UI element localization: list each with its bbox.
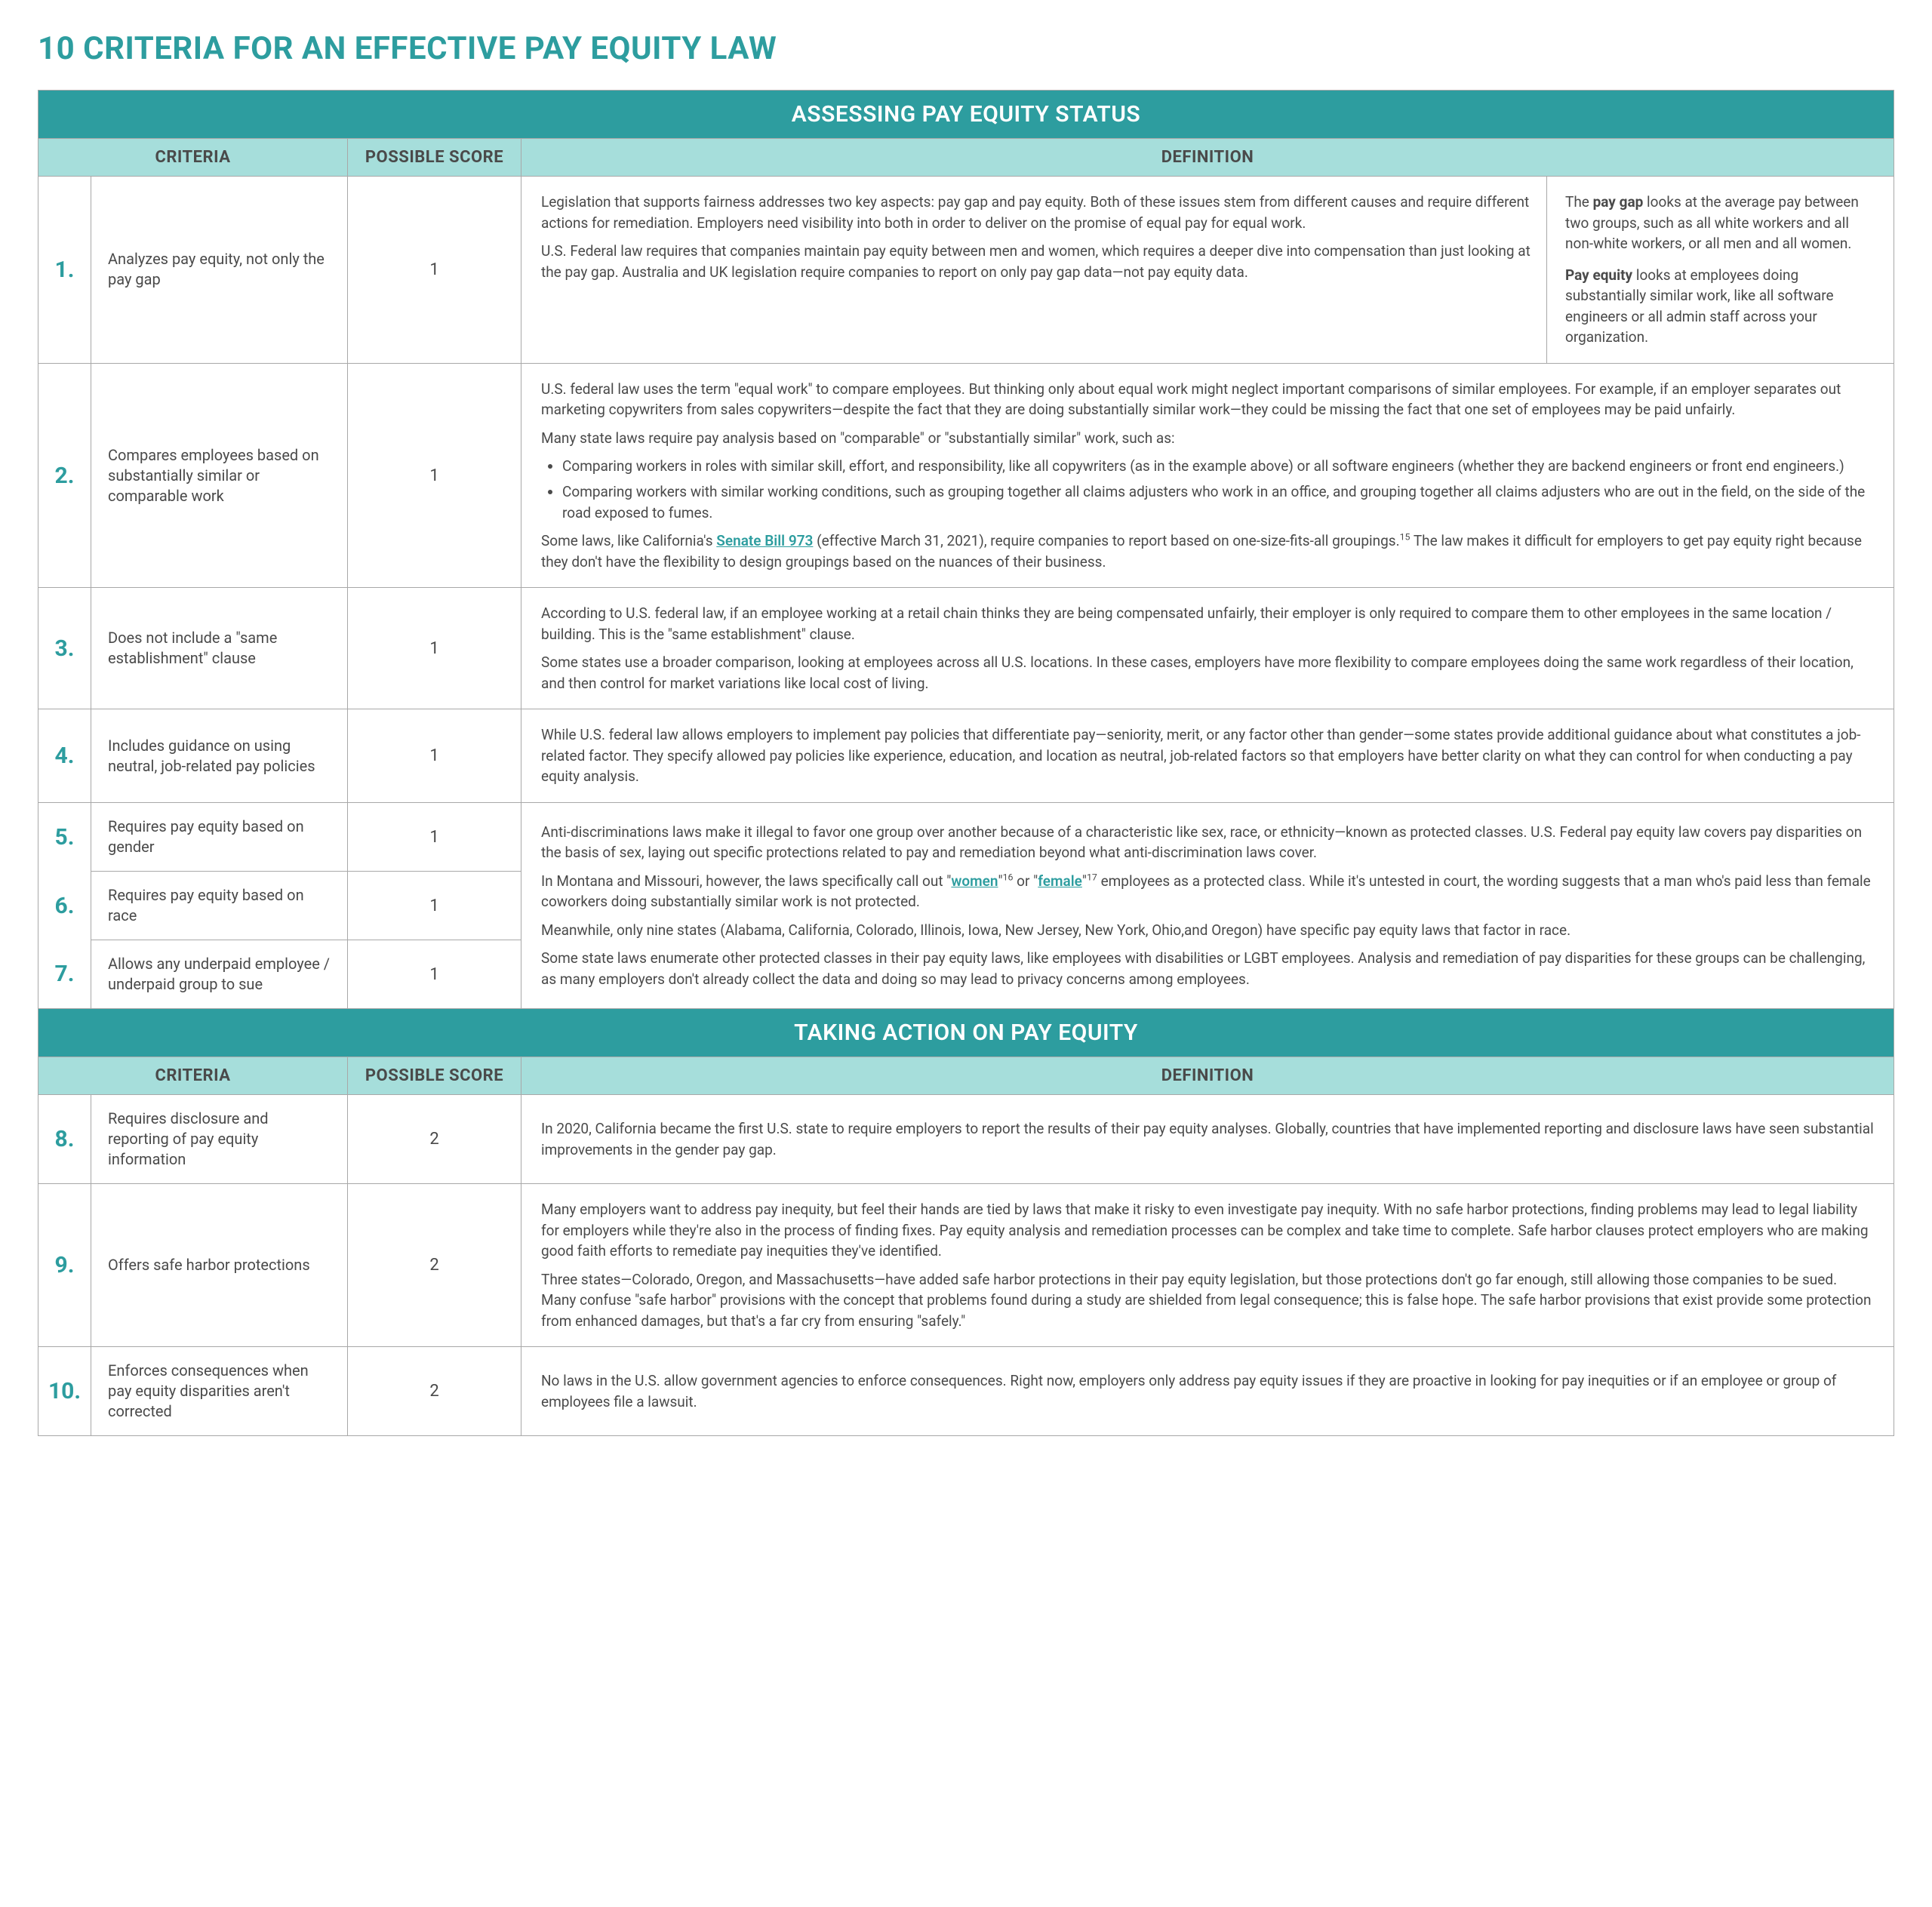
- score-value: 1: [348, 177, 521, 364]
- definition-text: No laws in the U.S. allow government age…: [541, 1370, 1874, 1412]
- row-number: 3.: [38, 588, 91, 709]
- female-link[interactable]: female: [1038, 872, 1082, 890]
- row-number: 6.: [38, 872, 91, 940]
- sidebar-text: Pay equity looks at employees doing subs…: [1565, 265, 1874, 348]
- row-number: 10.: [38, 1347, 91, 1436]
- criteria-text: Includes guidance on using neutral, job-…: [91, 709, 348, 803]
- col-criteria: CRITERIA: [38, 1057, 348, 1095]
- section-title: ASSESSING PAY EQUITY STATUS: [38, 91, 1894, 139]
- definition-text: Some states use a broader comparison, lo…: [541, 652, 1874, 694]
- definition-text: Some laws, like California's Senate Bill…: [541, 531, 1874, 572]
- table-row: 5. Requires pay equity based on gender 1…: [38, 803, 1894, 872]
- table-row: 8. Requires disclosure and reporting of …: [38, 1095, 1894, 1184]
- col-definition: DEFINITION: [521, 139, 1894, 177]
- definition-text: Some state laws enumerate other protecte…: [541, 948, 1874, 989]
- definition-text: U.S. Federal law requires that companies…: [541, 241, 1546, 282]
- definition-cell: According to U.S. federal law, if an emp…: [521, 588, 1894, 709]
- column-header-row: CRITERIA POSSIBLE SCORE DEFINITION: [38, 139, 1894, 177]
- list-item: Comparing workers with similar working c…: [562, 481, 1874, 523]
- definition-text: According to U.S. federal law, if an emp…: [541, 603, 1874, 644]
- senate-bill-link[interactable]: Senate Bill 973: [716, 532, 813, 549]
- score-value: 2: [348, 1347, 521, 1436]
- row-number: 8.: [38, 1095, 91, 1184]
- definition-cell: Many employers want to address pay inequ…: [521, 1184, 1894, 1347]
- col-score: POSSIBLE SCORE: [348, 139, 521, 177]
- column-header-row: CRITERIA POSSIBLE SCORE DEFINITION: [38, 1057, 1894, 1095]
- table-row: 10. Enforces consequences when pay equit…: [38, 1347, 1894, 1436]
- definition-text: Many state laws require pay analysis bas…: [541, 428, 1874, 449]
- row-number: 1.: [38, 177, 91, 364]
- table-row: 1. Analyzes pay equity, not only the pay…: [38, 177, 1894, 364]
- definition-cell: No laws in the U.S. allow government age…: [521, 1347, 1894, 1436]
- criteria-text: Requires pay equity based on race: [91, 872, 348, 940]
- definition-cell: In 2020, California became the first U.S…: [521, 1095, 1894, 1184]
- col-score: POSSIBLE SCORE: [348, 1057, 521, 1095]
- sidebar-text: The pay gap looks at the average pay bet…: [1565, 192, 1874, 254]
- score-value: 1: [348, 588, 521, 709]
- definition-text: Many employers want to address pay inequ…: [541, 1199, 1874, 1262]
- women-link[interactable]: women: [951, 872, 998, 890]
- row-number: 7.: [38, 940, 91, 1009]
- score-value: 2: [348, 1095, 521, 1184]
- definition-cell: While U.S. federal law allows employers …: [521, 709, 1894, 803]
- definition-text: While U.S. federal law allows employers …: [541, 724, 1874, 787]
- page-title: 10 CRITERIA FOR AN EFFECTIVE PAY EQUITY …: [38, 30, 1894, 67]
- definition-cell: Legislation that supports fairness addre…: [521, 177, 1894, 364]
- list-item: Comparing workers in roles with similar …: [562, 456, 1874, 477]
- row-number: 9.: [38, 1184, 91, 1347]
- criteria-text: Requires pay equity based on gender: [91, 803, 348, 872]
- criteria-text: Offers safe harbor protections: [91, 1184, 348, 1347]
- definition-cell: U.S. federal law uses the term "equal wo…: [521, 363, 1894, 587]
- criteria-text: Enforces consequences when pay equity di…: [91, 1347, 348, 1436]
- table-row: 9. Offers safe harbor protections 2 Many…: [38, 1184, 1894, 1347]
- section-title: TAKING ACTION ON PAY EQUITY: [38, 1009, 1894, 1057]
- definition-text: Three states—Colorado, Oregon, and Massa…: [541, 1269, 1874, 1332]
- score-value: 1: [348, 709, 521, 803]
- criteria-text: Allows any underpaid employee / underpai…: [91, 940, 348, 1009]
- table-row: 2. Compares employees based on substanti…: [38, 363, 1894, 587]
- score-value: 1: [348, 803, 521, 872]
- section-header-action: TAKING ACTION ON PAY EQUITY: [38, 1009, 1894, 1057]
- definition-text: Anti-discriminations laws make it illega…: [541, 822, 1874, 863]
- score-value: 1: [348, 940, 521, 1009]
- row-number: 4.: [38, 709, 91, 803]
- table-row: 3. Does not include a "same establishmen…: [38, 588, 1894, 709]
- criteria-text: Does not include a "same establishment" …: [91, 588, 348, 709]
- definition-text: Legislation that supports fairness addre…: [541, 192, 1546, 233]
- score-value: 1: [348, 872, 521, 940]
- col-definition: DEFINITION: [521, 1057, 1894, 1095]
- row-number: 5.: [38, 803, 91, 872]
- definition-text: U.S. federal law uses the term "equal wo…: [541, 379, 1874, 420]
- score-value: 2: [348, 1184, 521, 1347]
- definition-text: In Montana and Missouri, however, the la…: [541, 871, 1874, 912]
- criteria-table: ASSESSING PAY EQUITY STATUS CRITERIA POS…: [38, 90, 1894, 1436]
- section-header-assessing: ASSESSING PAY EQUITY STATUS: [38, 91, 1894, 139]
- score-value: 1: [348, 363, 521, 587]
- criteria-text: Analyzes pay equity, not only the pay ga…: [91, 177, 348, 364]
- criteria-text: Requires disclosure and reporting of pay…: [91, 1095, 348, 1184]
- definition-text: In 2020, California became the first U.S…: [541, 1118, 1874, 1160]
- table-row: 4. Includes guidance on using neutral, j…: [38, 709, 1894, 803]
- criteria-text: Compares employees based on substantiall…: [91, 363, 348, 587]
- definition-text: Meanwhile, only nine states (Alabama, Ca…: [541, 920, 1874, 941]
- row-number: 2.: [38, 363, 91, 587]
- col-criteria: CRITERIA: [38, 139, 348, 177]
- definition-cell: Anti-discriminations laws make it illega…: [521, 803, 1894, 1009]
